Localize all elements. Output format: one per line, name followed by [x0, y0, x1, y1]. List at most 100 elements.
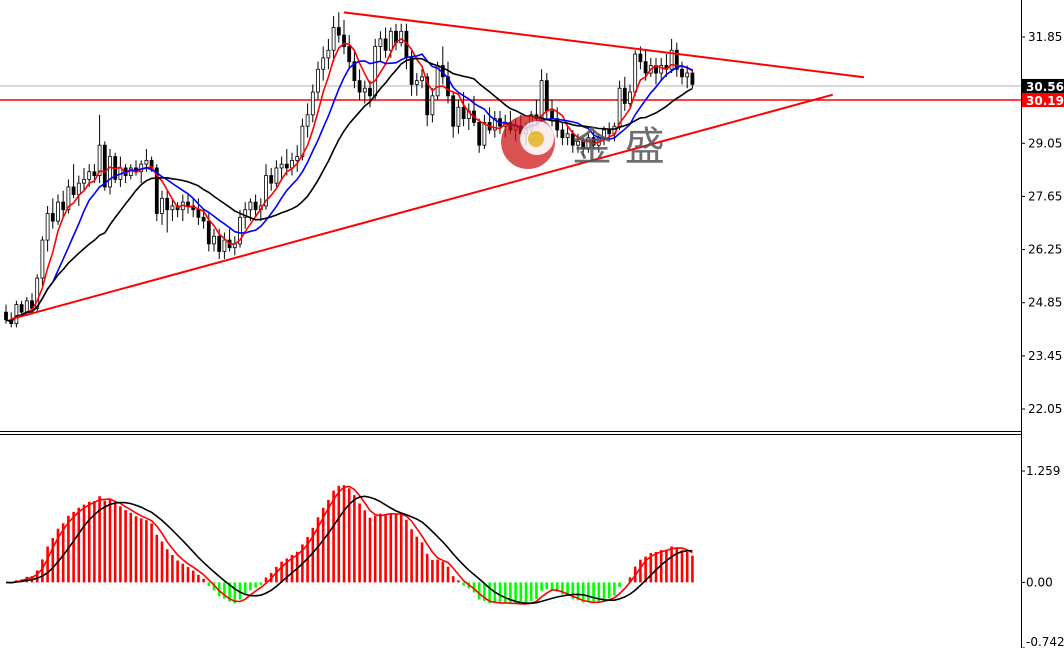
candle	[82, 167, 86, 191]
candle-body	[368, 87, 372, 97]
candle-body	[347, 46, 352, 63]
candle-body	[430, 95, 435, 116]
candle	[165, 190, 170, 233]
candle-body	[659, 65, 664, 74]
candle	[482, 114, 487, 149]
candle-body	[24, 300, 29, 313]
candle-body	[446, 76, 450, 97]
candle-body	[196, 209, 201, 218]
candle-body	[170, 205, 175, 211]
moving-average-lines	[5, 37, 693, 323]
candle-body	[14, 304, 19, 324]
candle	[617, 80, 622, 130]
candle-body	[643, 61, 648, 74]
candle-body	[633, 53, 638, 93]
candle-body	[342, 34, 346, 47]
ma-line-5	[5, 37, 693, 323]
candle	[50, 198, 55, 229]
candle-body	[492, 118, 497, 131]
candle-body	[97, 144, 102, 176]
trendline-resistance	[343, 11, 865, 79]
candle-body	[586, 137, 591, 150]
candle	[477, 118, 482, 153]
candle	[409, 50, 414, 96]
price-tag-box	[1022, 93, 1064, 108]
candle-body	[284, 163, 289, 169]
price-tick-label: 29.05	[1028, 136, 1062, 150]
candle	[14, 300, 19, 328]
candle	[342, 19, 346, 55]
candle-body	[45, 213, 50, 241]
candle-body	[4, 311, 8, 321]
candle-body	[409, 57, 414, 85]
candle	[492, 111, 497, 138]
candle	[108, 148, 112, 195]
candle-body	[399, 30, 404, 44]
candle	[336, 12, 341, 43]
macd-signal-line	[5, 495, 693, 605]
candle-body	[66, 186, 71, 211]
candle	[461, 92, 466, 127]
candle	[690, 69, 695, 89]
candle-body	[102, 144, 107, 188]
candle-body	[477, 122, 482, 146]
ma-line-10	[5, 53, 693, 323]
candle-body	[56, 201, 60, 222]
price-tag-box	[1022, 78, 1064, 93]
candle	[71, 164, 76, 199]
candle	[669, 38, 674, 74]
candle	[446, 61, 450, 104]
candle	[19, 300, 24, 316]
candle-body	[482, 122, 487, 146]
candle	[456, 99, 461, 134]
candle	[321, 46, 326, 81]
candle-body	[154, 167, 159, 214]
watermark-text: 金 盛	[572, 124, 665, 170]
candle	[674, 42, 679, 77]
candle-body	[461, 106, 466, 120]
trendline-support	[10, 93, 834, 321]
candle-body	[550, 110, 554, 120]
macd-panel	[5, 485, 694, 605]
candle	[347, 35, 352, 70]
candle	[269, 167, 274, 191]
candle-body	[622, 87, 627, 104]
candle-body	[186, 201, 190, 207]
candle-body	[669, 49, 674, 70]
candle-body	[274, 167, 279, 184]
candle-body	[165, 197, 170, 211]
candle	[414, 73, 419, 96]
candle-body	[269, 175, 274, 184]
candlesticks	[4, 12, 695, 328]
candle	[316, 61, 320, 100]
price-tick-label: 22.05	[1028, 402, 1062, 416]
candle	[378, 31, 383, 62]
price-tag-label: 30.56	[1026, 80, 1064, 94]
price-tick-label: 31.85	[1028, 30, 1062, 44]
candle-body	[144, 159, 149, 165]
candle	[264, 164, 268, 210]
candle-body	[674, 49, 679, 70]
macd-fast-line	[5, 485, 693, 605]
candle	[352, 50, 357, 89]
candle-body	[331, 27, 336, 51]
candle	[154, 164, 159, 222]
candle	[622, 76, 627, 112]
macd-tick-label: -0.742	[1026, 635, 1064, 648]
candle-body	[87, 171, 92, 180]
candle-body	[243, 209, 248, 218]
candle	[40, 236, 45, 286]
candle	[420, 69, 424, 89]
candle	[253, 194, 258, 218]
candle	[222, 232, 227, 260]
candle-body	[638, 53, 643, 63]
candle-body	[539, 80, 544, 120]
candle-body	[305, 114, 310, 127]
candle	[310, 84, 315, 123]
candle	[274, 160, 279, 187]
candle	[430, 88, 435, 123]
candle	[399, 23, 404, 47]
candle-body	[76, 182, 81, 195]
candle	[331, 16, 336, 62]
